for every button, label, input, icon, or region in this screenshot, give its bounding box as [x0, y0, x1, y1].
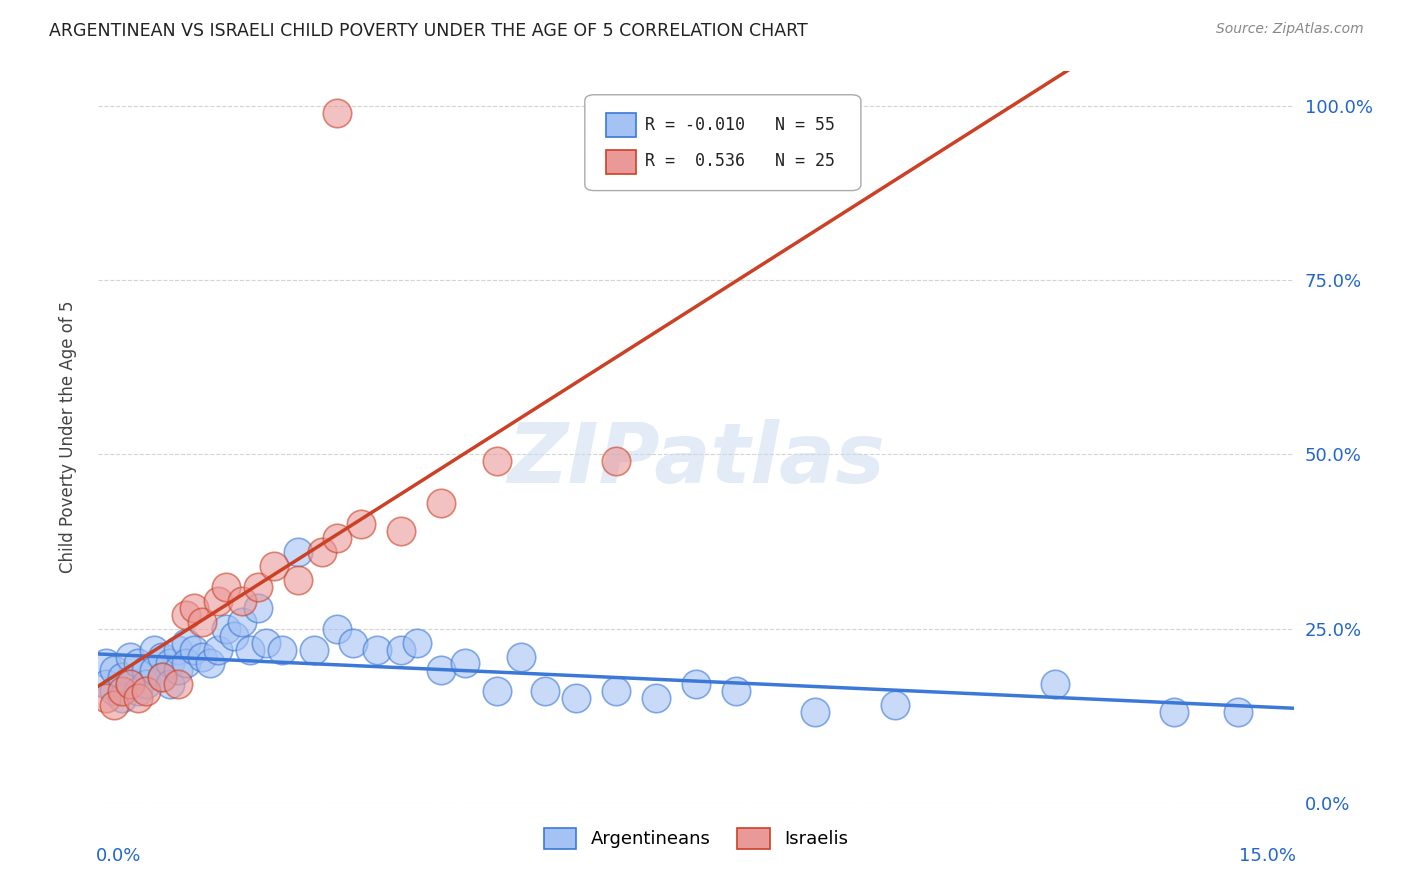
Point	[174, 635, 197, 649]
Point	[103, 698, 125, 713]
Point	[1043, 677, 1066, 691]
Point	[96, 691, 118, 706]
Point	[485, 684, 508, 698]
Point	[198, 657, 221, 671]
Point	[183, 642, 205, 657]
Text: 15.0%: 15.0%	[1239, 847, 1296, 864]
Point	[111, 670, 134, 684]
FancyBboxPatch shape	[606, 150, 637, 174]
Point	[270, 642, 292, 657]
Point	[246, 600, 269, 615]
Point	[685, 677, 707, 691]
Point	[231, 615, 253, 629]
Text: Source: ZipAtlas.com: Source: ZipAtlas.com	[1216, 22, 1364, 37]
Point	[302, 642, 325, 657]
Point	[120, 677, 142, 691]
Point	[1163, 705, 1185, 719]
Point	[135, 684, 157, 698]
Point	[159, 657, 181, 671]
Point	[111, 684, 134, 698]
Point	[350, 517, 373, 532]
Legend: Argentineans, Israelis: Argentineans, Israelis	[536, 821, 856, 856]
Text: ARGENTINEAN VS ISRAELI CHILD POVERTY UNDER THE AGE OF 5 CORRELATION CHART: ARGENTINEAN VS ISRAELI CHILD POVERTY UND…	[49, 22, 808, 40]
Point	[191, 615, 214, 629]
Point	[159, 677, 181, 691]
Point	[311, 545, 333, 559]
Point	[150, 649, 173, 664]
Point	[127, 684, 149, 698]
Point	[103, 664, 125, 678]
Point	[127, 691, 149, 706]
Point	[222, 629, 245, 643]
Point	[231, 594, 253, 608]
Point	[120, 677, 142, 691]
Point	[127, 657, 149, 671]
Point	[103, 684, 125, 698]
Point	[605, 684, 627, 698]
Point	[430, 664, 453, 678]
Point	[533, 684, 555, 698]
Point	[389, 524, 412, 538]
Point	[366, 642, 388, 657]
Point	[645, 691, 668, 706]
Point	[167, 664, 190, 678]
Point	[135, 677, 157, 691]
Point	[215, 622, 238, 636]
Point	[326, 106, 349, 120]
Point	[150, 670, 173, 684]
Point	[183, 600, 205, 615]
Point	[509, 649, 531, 664]
Point	[326, 531, 349, 545]
Point	[207, 594, 229, 608]
FancyBboxPatch shape	[585, 95, 860, 191]
Point	[287, 573, 309, 587]
Point	[96, 657, 118, 671]
Text: R =  0.536   N = 25: R = 0.536 N = 25	[644, 153, 835, 170]
Point	[565, 691, 588, 706]
Point	[143, 642, 166, 657]
Point	[174, 657, 197, 671]
Point	[724, 684, 747, 698]
Point	[174, 607, 197, 622]
Point	[326, 622, 349, 636]
Point	[430, 496, 453, 510]
Text: 0.0%: 0.0%	[96, 847, 142, 864]
Point	[884, 698, 907, 713]
Text: R = -0.010   N = 55: R = -0.010 N = 55	[644, 116, 835, 134]
FancyBboxPatch shape	[606, 113, 637, 137]
Point	[111, 691, 134, 706]
Point	[246, 580, 269, 594]
Point	[263, 558, 285, 573]
Point	[254, 635, 277, 649]
Point	[239, 642, 262, 657]
Point	[454, 657, 477, 671]
Point	[389, 642, 412, 657]
Text: ZIPatlas: ZIPatlas	[508, 418, 884, 500]
Point	[605, 454, 627, 468]
Point	[207, 642, 229, 657]
Point	[215, 580, 238, 594]
Point	[406, 635, 429, 649]
Point	[143, 664, 166, 678]
Point	[1226, 705, 1249, 719]
Point	[167, 677, 190, 691]
Point	[96, 677, 118, 691]
Point	[191, 649, 214, 664]
Point	[342, 635, 364, 649]
Point	[120, 649, 142, 664]
Point	[287, 545, 309, 559]
Y-axis label: Child Poverty Under the Age of 5: Child Poverty Under the Age of 5	[59, 301, 77, 574]
Point	[485, 454, 508, 468]
Point	[167, 642, 190, 657]
Point	[804, 705, 827, 719]
Point	[135, 664, 157, 678]
Point	[150, 670, 173, 684]
